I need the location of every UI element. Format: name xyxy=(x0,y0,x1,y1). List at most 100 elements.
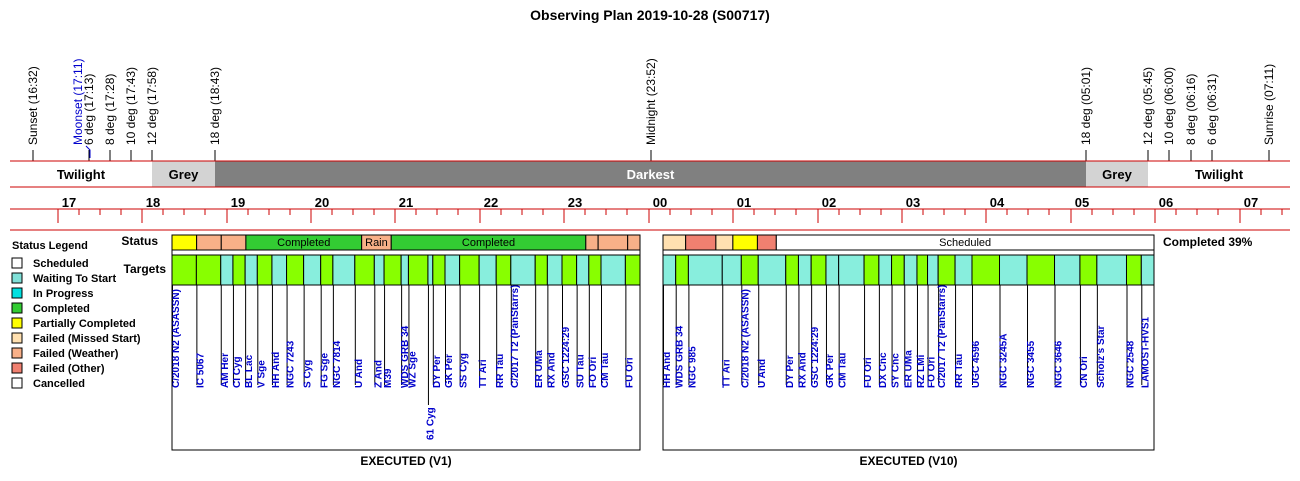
target-block[interactable] xyxy=(1096,254,1127,286)
status-segment xyxy=(627,234,641,251)
legend-item: Failed (Weather) xyxy=(33,348,119,360)
target-block[interactable] xyxy=(1079,254,1098,286)
target-block[interactable] xyxy=(600,254,626,286)
target-block[interactable] xyxy=(757,254,787,286)
target-block[interactable] xyxy=(495,254,512,286)
target-block[interactable] xyxy=(999,254,1028,286)
target-block[interactable] xyxy=(588,254,602,286)
legend-item: Cancelled xyxy=(33,378,85,390)
target-block[interactable] xyxy=(878,254,893,286)
target-name: NGC 7243 xyxy=(286,340,297,388)
target-block[interactable] xyxy=(546,254,563,286)
target-name: WDS GRB 34 xyxy=(400,325,411,388)
target-block[interactable] xyxy=(687,254,723,286)
hour-tick-label: 01 xyxy=(737,195,751,210)
target-block[interactable] xyxy=(1140,254,1155,286)
event-label: 18 deg (18:43) xyxy=(208,67,222,145)
status-segment-label: Completed xyxy=(277,237,330,249)
target-block[interactable] xyxy=(256,254,273,286)
target-block[interactable] xyxy=(1026,254,1056,286)
target-name: AM Her xyxy=(220,353,231,388)
target-block[interactable] xyxy=(510,254,536,286)
target-block[interactable] xyxy=(916,254,929,286)
target-block[interactable] xyxy=(810,254,827,286)
plan-title: Observing Plan 2019-10-28 (S00717) xyxy=(530,7,770,23)
target-block[interactable] xyxy=(478,254,497,286)
target-block[interactable] xyxy=(891,254,905,286)
target-block[interactable] xyxy=(232,254,246,286)
target-block[interactable] xyxy=(432,254,446,286)
target-block[interactable] xyxy=(459,254,480,286)
target-name: FU Ori xyxy=(863,357,874,388)
target-block[interactable] xyxy=(1125,254,1142,286)
target-block[interactable] xyxy=(444,254,461,286)
status-segment xyxy=(685,234,717,251)
target-name: UGC 4596 xyxy=(971,340,982,388)
target-block[interactable] xyxy=(332,254,356,286)
target-block[interactable] xyxy=(244,254,258,286)
status-segment xyxy=(196,234,222,251)
target-block[interactable] xyxy=(354,254,375,286)
target-name: BL Lac xyxy=(244,354,255,388)
band-label: Twilight xyxy=(57,167,106,182)
hour-tick-label: 18 xyxy=(146,195,160,210)
event-label: 6 deg (17:13) xyxy=(82,74,96,145)
target-block[interactable] xyxy=(407,254,429,286)
target-block[interactable] xyxy=(903,254,918,286)
target-name: NGC 7814 xyxy=(332,340,343,388)
target-block[interactable] xyxy=(400,254,409,286)
hour-tick-label: 20 xyxy=(315,195,329,210)
target-block[interactable] xyxy=(195,254,222,286)
target-block[interactable] xyxy=(320,254,334,286)
panel-1: Completed Rain Completed C/2018 N2 (ASASSN)… xyxy=(171,234,641,468)
target-block[interactable] xyxy=(740,254,759,286)
target-name: NGC 3245A xyxy=(999,334,1010,388)
target-block[interactable] xyxy=(675,254,689,286)
target-block[interactable] xyxy=(937,254,956,286)
target-block[interactable] xyxy=(785,254,799,286)
target-block[interactable] xyxy=(954,254,973,286)
target-block[interactable] xyxy=(721,254,742,286)
target-block[interactable] xyxy=(927,254,939,286)
target-block[interactable] xyxy=(1054,254,1081,286)
target-block[interactable] xyxy=(662,254,677,286)
target-block[interactable] xyxy=(825,254,840,286)
target-block[interactable] xyxy=(373,254,385,286)
target-block[interactable] xyxy=(624,254,641,286)
status-legend: Status Legend Scheduled Waiting To Start In… xyxy=(11,240,141,390)
target-name: WZ Sge xyxy=(407,351,418,388)
panel-2: Scheduled HH And WDS GRB 34 NGC 985 TT Ari C/… xyxy=(662,234,1155,468)
legend-swatch xyxy=(11,302,23,314)
target-name: Scholz's Star xyxy=(1096,325,1107,388)
target-name: CM Tau xyxy=(838,353,849,388)
target-name: C/2018 N2 (ASASSN) xyxy=(171,289,182,388)
band-label: Grey xyxy=(169,167,199,182)
target-block[interactable] xyxy=(220,254,234,286)
hour-tick-label: 06 xyxy=(1159,195,1173,210)
target-block[interactable] xyxy=(286,254,305,286)
status-segment xyxy=(585,234,599,251)
target-block[interactable] xyxy=(427,254,434,286)
target-name: DX Cnc xyxy=(878,352,889,388)
event-label: 6 deg (06:31) xyxy=(1205,74,1219,145)
legend-swatch xyxy=(11,362,23,374)
target-name: DY Per xyxy=(785,355,796,388)
legend-swatch xyxy=(11,347,23,359)
event-label: 12 deg (17:58) xyxy=(145,67,159,145)
target-block[interactable] xyxy=(838,254,865,286)
hour-tick-label: 03 xyxy=(906,195,920,210)
target-block[interactable] xyxy=(561,254,578,286)
status-segment xyxy=(597,234,629,251)
target-block[interactable] xyxy=(534,254,548,286)
target-name: U And xyxy=(354,359,365,388)
target-block[interactable] xyxy=(971,254,1001,286)
target-block[interactable] xyxy=(303,254,322,286)
hour-tick-label: 22 xyxy=(484,195,498,210)
target-block[interactable] xyxy=(171,254,197,286)
target-block[interactable] xyxy=(863,254,880,286)
target-block[interactable] xyxy=(383,254,402,286)
target-block[interactable] xyxy=(271,254,288,286)
target-block[interactable] xyxy=(576,254,590,286)
target-block[interactable] xyxy=(797,254,812,286)
target-name: WDS GRB 34 xyxy=(675,325,686,388)
